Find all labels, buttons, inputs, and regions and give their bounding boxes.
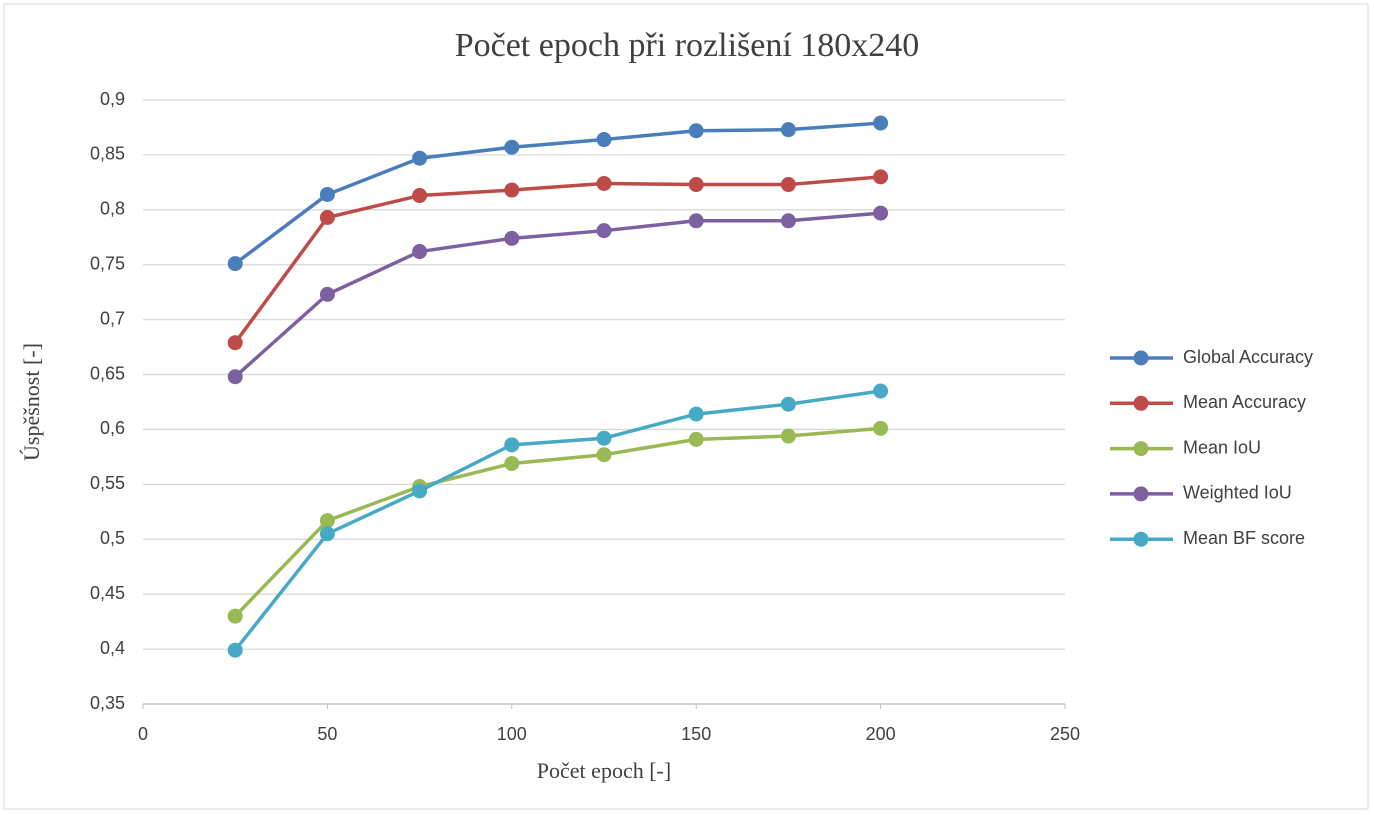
data-point xyxy=(504,230,520,246)
data-point xyxy=(319,186,335,202)
data-point xyxy=(504,182,520,198)
data-point xyxy=(596,175,612,191)
legend-marker xyxy=(1133,486,1149,502)
x-axis-label: Počet epoch [-] xyxy=(537,758,671,783)
data-point xyxy=(596,223,612,239)
data-point xyxy=(227,642,243,658)
data-point xyxy=(412,244,428,260)
x-tick-label: 50 xyxy=(317,724,337,744)
y-tick-label: 0,5 xyxy=(100,528,125,548)
data-point xyxy=(504,437,520,453)
y-tick-label: 0,7 xyxy=(100,308,125,328)
chart-title: Počet epoch při rozlišení 180x240 xyxy=(455,27,920,64)
series-line xyxy=(234,121,881,266)
legend-label: Global Accuracy xyxy=(1183,347,1313,367)
data-point xyxy=(319,513,335,529)
data-point xyxy=(873,115,889,131)
data-point xyxy=(780,213,796,229)
legend-label: Weighted IoU xyxy=(1183,483,1292,503)
data-point xyxy=(780,122,796,138)
legend-label: Mean Accuracy xyxy=(1183,392,1306,412)
legend-marker xyxy=(1133,531,1149,547)
data-point xyxy=(596,132,612,148)
data-point xyxy=(688,431,704,447)
legend-marker xyxy=(1133,395,1149,411)
x-tick-label: 0 xyxy=(138,724,148,744)
data-point xyxy=(873,205,889,221)
data-point xyxy=(780,177,796,193)
x-tick-label: 250 xyxy=(1050,724,1080,744)
y-tick-label: 0,45 xyxy=(90,583,125,603)
legend-label: Mean BF score xyxy=(1183,528,1305,548)
chart-border xyxy=(3,3,1369,810)
y-tick-label: 0,4 xyxy=(100,638,125,658)
series-line xyxy=(233,426,881,618)
data-point xyxy=(319,526,335,542)
legend-marker xyxy=(1133,441,1149,457)
data-point xyxy=(873,383,889,399)
y-axis-label: Úspěšnost [-] xyxy=(19,343,44,461)
y-tick-label: 0,85 xyxy=(90,144,125,164)
data-point xyxy=(319,286,335,302)
y-tick-label: 0,35 xyxy=(90,693,125,713)
series-line xyxy=(233,389,881,652)
data-point xyxy=(688,123,704,139)
data-point xyxy=(412,483,428,499)
legend-marker xyxy=(1133,350,1149,366)
data-point xyxy=(412,150,428,166)
data-point xyxy=(504,455,520,471)
data-point xyxy=(596,447,612,463)
data-point xyxy=(319,210,335,226)
data-point xyxy=(227,335,243,351)
x-tick-label: 150 xyxy=(681,724,711,744)
series-line xyxy=(233,175,881,344)
data-point xyxy=(688,213,704,229)
data-point xyxy=(596,430,612,446)
data-point xyxy=(688,177,704,193)
data-point xyxy=(227,256,243,272)
y-tick-label: 0,55 xyxy=(90,473,125,493)
data-point xyxy=(227,369,243,385)
data-point xyxy=(504,139,520,155)
y-tick-label: 0,9 xyxy=(100,89,125,109)
data-point xyxy=(873,169,889,185)
data-point xyxy=(780,396,796,412)
y-tick-label: 0,75 xyxy=(90,253,125,273)
series-line xyxy=(234,211,881,379)
x-tick-label: 200 xyxy=(866,724,896,744)
legend-label: Mean IoU xyxy=(1183,437,1261,457)
data-point xyxy=(873,420,889,436)
y-tick-label: 0,65 xyxy=(90,363,125,383)
y-tick-label: 0,6 xyxy=(100,418,125,438)
data-point xyxy=(688,406,704,422)
data-point xyxy=(412,188,428,204)
y-tick-label: 0,8 xyxy=(100,199,125,219)
x-tick-label: 100 xyxy=(497,724,527,744)
data-point xyxy=(780,428,796,444)
data-point xyxy=(227,608,243,624)
